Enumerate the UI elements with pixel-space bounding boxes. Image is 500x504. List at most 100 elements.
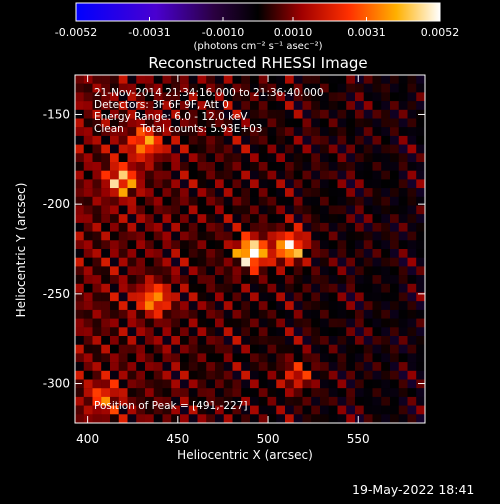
heatmap-cell: [215, 292, 224, 302]
heatmap-cell: [363, 414, 373, 423]
heatmap-cell: [355, 75, 364, 84]
heatmap-cell: [285, 396, 294, 406]
heatmap-cell: [75, 127, 84, 137]
heatmap-cell: [215, 240, 224, 250]
heatmap-cell: [241, 266, 251, 276]
heatmap-cell: [337, 266, 347, 276]
heatmap-cell: [188, 353, 198, 363]
heatmap-cell: [311, 353, 321, 363]
heatmap-cell: [390, 275, 399, 284]
heatmap-cell: [101, 257, 111, 267]
heatmap-cell: [328, 249, 338, 258]
heatmap-cell: [153, 283, 163, 293]
heatmap-cell: [153, 162, 163, 171]
heatmap-cell: [188, 188, 198, 197]
heatmap-cell: [416, 240, 425, 250]
heatmap-cell: [83, 75, 93, 84]
heatmap-cell: [83, 109, 93, 119]
footer-timestamp: 19-May-2022 18:41: [352, 482, 474, 497]
heatmap-cell: [241, 135, 251, 145]
heatmap-cell: [153, 414, 163, 423]
heatmap-cell: [407, 405, 417, 415]
heatmap-cell: [355, 257, 364, 267]
heatmap-cell: [381, 275, 391, 284]
heatmap-cell: [223, 396, 233, 406]
heatmap-cell: [92, 379, 102, 389]
heatmap-cell: [398, 292, 408, 302]
heatmap-cell: [311, 370, 321, 380]
heatmap-cell: [197, 240, 207, 250]
heatmap-cell: [75, 214, 84, 224]
heatmap-cell: [118, 170, 128, 180]
heatmap-cell: [206, 75, 216, 84]
heatmap-cell: [145, 257, 154, 267]
heatmap-cell: [83, 118, 93, 128]
heatmap-cell: [355, 179, 364, 189]
heatmap-cell: [258, 118, 268, 128]
heatmap-cell: [101, 109, 111, 119]
heatmap-cell: [110, 188, 119, 197]
heatmap-cell: [206, 153, 216, 163]
heatmap-cell: [285, 188, 294, 197]
heatmap-cell: [381, 405, 391, 415]
heatmap-cell: [416, 83, 425, 93]
heatmap-cell: [180, 153, 189, 163]
heatmap-cell: [206, 231, 216, 241]
heatmap-cell: [398, 414, 408, 423]
heatmap-cell: [110, 92, 119, 102]
heatmap-cell: [92, 283, 102, 293]
heatmap-cell: [346, 92, 356, 102]
heatmap-cell: [398, 188, 408, 197]
heatmap-cell: [250, 327, 259, 337]
heatmap-cell: [398, 214, 408, 224]
heatmap-cell: [118, 144, 128, 154]
heatmap-cell: [258, 414, 268, 423]
heatmap-cell: [101, 222, 111, 232]
heatmap-cell: [75, 153, 84, 163]
heatmap-cell: [92, 388, 102, 398]
heatmap-cell: [136, 109, 146, 119]
heatmap-cell: [407, 379, 417, 389]
heatmap-cell: [390, 309, 399, 319]
heatmap-cell: [223, 83, 233, 93]
heatmap-cell: [381, 75, 391, 84]
heatmap-cell: [197, 309, 207, 319]
heatmap-cell: [153, 109, 163, 119]
heatmap-cell: [188, 388, 198, 398]
heatmap-cell: [101, 266, 111, 276]
heatmap-cell: [171, 196, 181, 206]
heatmap-cell: [101, 196, 111, 206]
heatmap-cell: [381, 170, 391, 180]
heatmap-cell: [398, 283, 408, 293]
heatmap-cell: [390, 388, 399, 398]
heatmap-cell: [293, 344, 303, 354]
heatmap-cell: [145, 353, 154, 363]
heatmap-cell: [118, 396, 128, 406]
heatmap-cell: [293, 144, 303, 154]
colorbar-tick-label: 0.0010: [274, 26, 313, 39]
heatmap-cell: [267, 179, 277, 189]
heatmap-cell: [381, 362, 391, 371]
colorbar-unit-label: (photons cm⁻² s⁻¹ asec⁻²): [193, 41, 322, 52]
heatmap-cell: [83, 101, 93, 110]
heatmap-cell: [302, 405, 312, 415]
heatmap-cell: [145, 231, 154, 241]
heatmap-cell: [215, 135, 224, 145]
heatmap-cell: [328, 162, 338, 171]
heatmap-cell: [267, 301, 277, 311]
heatmap-cell: [136, 240, 146, 250]
heatmap-cell: [250, 266, 259, 276]
heatmap-cell: [293, 301, 303, 311]
heatmap-cell: [390, 205, 399, 215]
heatmap-cell: [276, 353, 286, 363]
heatmap-cell: [250, 336, 259, 345]
heatmap-cell: [416, 153, 425, 163]
heatmap-cell: [320, 370, 329, 380]
heatmap-cell: [136, 83, 146, 93]
heatmap-cell: [363, 362, 373, 371]
heatmap-cell: [232, 301, 242, 311]
heatmap-cell: [127, 135, 137, 145]
heatmap-cell: [118, 127, 128, 137]
heatmap-cell: [250, 388, 259, 398]
heatmap-cell: [110, 379, 119, 389]
